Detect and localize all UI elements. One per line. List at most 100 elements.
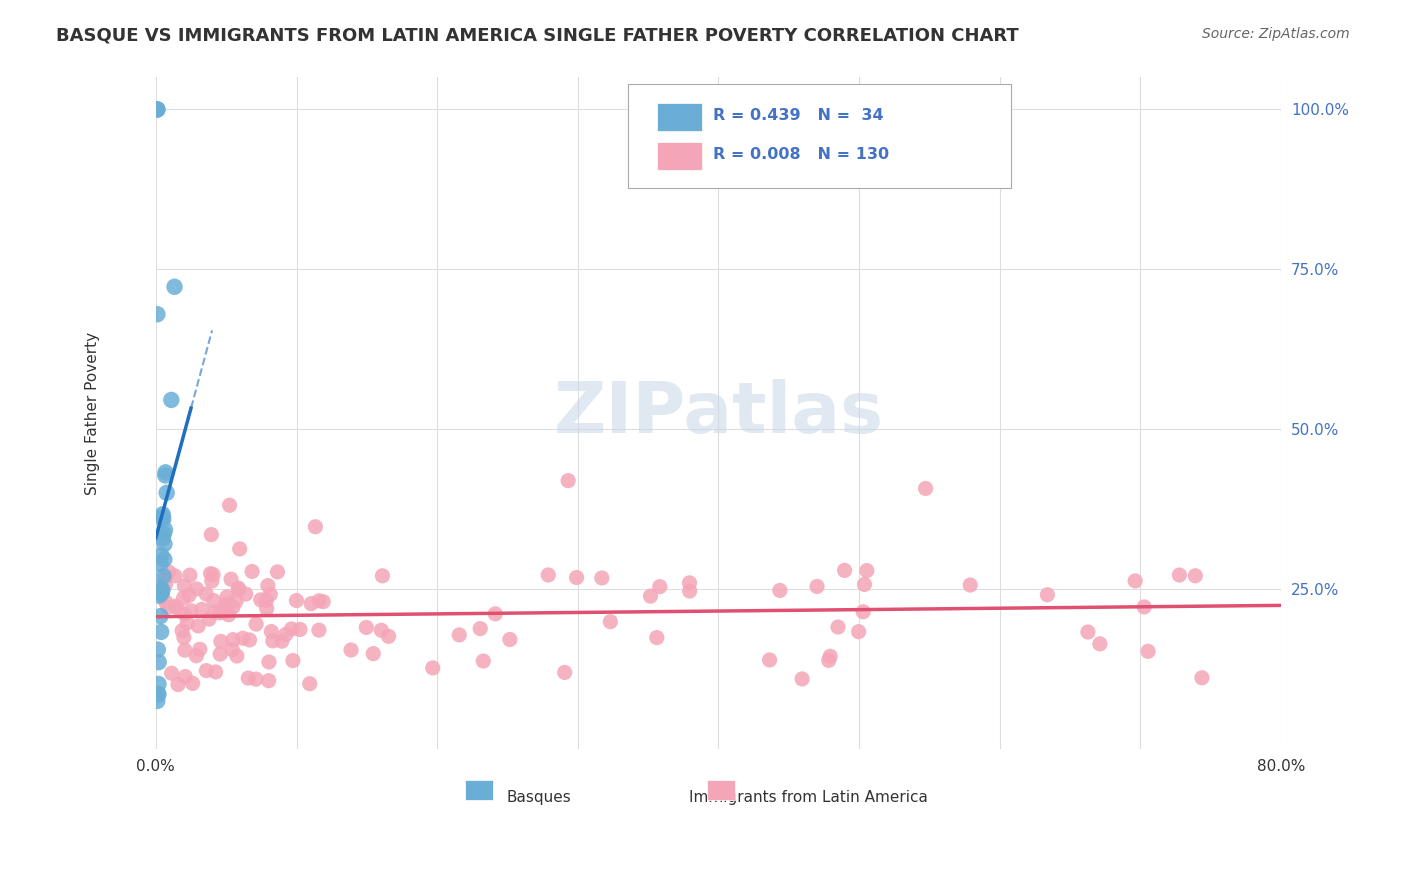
Point xyxy=(146,103,169,117)
Point xyxy=(214,605,236,619)
Point xyxy=(148,655,170,669)
Point xyxy=(218,607,240,622)
Point xyxy=(174,669,197,683)
Point xyxy=(599,615,621,629)
Point xyxy=(257,655,280,669)
Point xyxy=(472,654,495,668)
Bar xyxy=(707,780,735,800)
Point xyxy=(221,642,243,657)
Point xyxy=(173,643,195,657)
Point xyxy=(174,607,197,622)
Point xyxy=(312,595,335,609)
Point xyxy=(186,648,208,663)
Point xyxy=(146,642,169,657)
Point xyxy=(155,571,177,585)
Text: R = 0.008   N = 130: R = 0.008 N = 130 xyxy=(713,147,889,162)
Point xyxy=(308,623,330,637)
Point xyxy=(173,631,195,645)
Point xyxy=(298,677,321,691)
Point xyxy=(155,466,177,480)
FancyBboxPatch shape xyxy=(628,84,1011,188)
Point xyxy=(257,579,280,593)
Point xyxy=(146,687,169,701)
Bar xyxy=(465,780,494,800)
Point xyxy=(160,666,183,681)
Point xyxy=(827,620,849,634)
Point xyxy=(853,577,876,591)
Point xyxy=(299,597,322,611)
Point xyxy=(198,612,221,626)
Point xyxy=(361,647,384,661)
Point xyxy=(591,571,613,585)
Text: Source: ZipAtlas.com: Source: ZipAtlas.com xyxy=(1202,27,1350,41)
Point xyxy=(157,566,180,580)
Point xyxy=(1168,568,1191,582)
Point xyxy=(1184,569,1206,583)
Point xyxy=(834,563,856,577)
Point xyxy=(1036,588,1059,602)
Point xyxy=(288,623,311,637)
Point xyxy=(179,568,201,582)
Point xyxy=(195,587,218,601)
Point xyxy=(554,665,576,680)
Point xyxy=(254,593,277,607)
Point xyxy=(148,677,170,691)
Point xyxy=(679,584,702,599)
Point xyxy=(176,615,198,630)
Point xyxy=(565,570,588,584)
Point xyxy=(148,688,170,702)
Point xyxy=(191,602,214,616)
Point xyxy=(218,498,240,512)
Point xyxy=(914,482,936,496)
Point xyxy=(817,653,839,667)
Point xyxy=(645,631,668,645)
Point xyxy=(499,632,522,647)
Bar xyxy=(657,142,702,170)
Bar xyxy=(657,103,702,131)
Point xyxy=(257,673,280,688)
Point xyxy=(678,575,700,590)
Text: BASQUE VS IMMIGRANTS FROM LATIN AMERICA SINGLE FATHER POVERTY CORRELATION CHART: BASQUE VS IMMIGRANTS FROM LATIN AMERICA … xyxy=(56,27,1019,45)
Point xyxy=(1137,644,1160,658)
Point xyxy=(232,632,254,646)
Point xyxy=(281,654,304,668)
Text: ZIPatlas: ZIPatlas xyxy=(554,379,883,448)
Point xyxy=(852,605,875,619)
Point xyxy=(149,581,172,595)
Point xyxy=(209,606,232,620)
Point xyxy=(155,595,177,609)
Point xyxy=(146,103,169,117)
Point xyxy=(370,624,392,638)
Point xyxy=(153,523,176,537)
Point xyxy=(340,643,363,657)
Point xyxy=(149,609,172,624)
Point xyxy=(209,634,232,648)
Point xyxy=(249,592,271,607)
Point xyxy=(152,510,174,524)
Text: Immigrants from Latin America: Immigrants from Latin America xyxy=(689,789,928,805)
Point xyxy=(260,624,283,639)
Point xyxy=(173,579,195,593)
Point xyxy=(228,581,250,595)
Point xyxy=(152,508,174,522)
Point xyxy=(356,620,378,634)
Point xyxy=(222,599,245,614)
Point xyxy=(209,647,232,661)
Point xyxy=(160,392,183,407)
Point xyxy=(188,642,211,657)
Point xyxy=(152,569,174,583)
Point xyxy=(371,569,394,583)
Point xyxy=(165,599,187,613)
Point xyxy=(648,580,671,594)
Point xyxy=(758,653,780,667)
Point xyxy=(225,648,247,663)
Point xyxy=(1088,637,1111,651)
Point xyxy=(150,548,173,562)
Point xyxy=(484,607,506,621)
Point xyxy=(806,579,828,593)
Point xyxy=(152,512,174,526)
Point xyxy=(274,627,297,641)
Point xyxy=(152,531,174,545)
Point xyxy=(222,632,245,647)
Point xyxy=(186,582,208,596)
